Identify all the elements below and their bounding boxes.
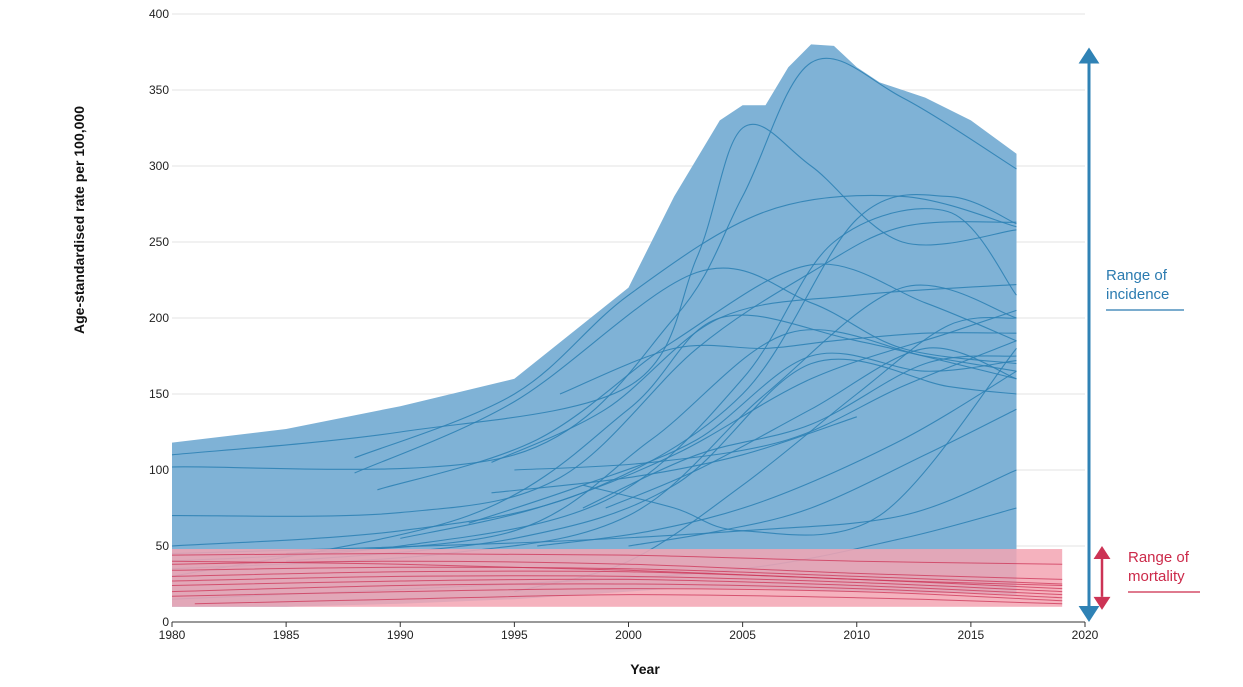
mortality-range-arrow bbox=[1093, 546, 1111, 610]
x-tick-2005: 2005 bbox=[729, 628, 756, 642]
y-axis-title: Age-standardised rate per 100,000 bbox=[71, 106, 87, 334]
x-tick-2010: 2010 bbox=[843, 628, 870, 642]
y-tick-100: 100 bbox=[149, 463, 169, 477]
incidence-series-15 bbox=[491, 284, 1017, 463]
incidence-series-26 bbox=[171, 469, 1017, 555]
x-tick-1995: 1995 bbox=[501, 628, 528, 642]
arrow-head-down bbox=[1078, 606, 1100, 622]
y-tick-400: 400 bbox=[149, 7, 169, 21]
incidence-series-2 bbox=[171, 57, 1017, 470]
incidence-series-6 bbox=[354, 194, 1017, 459]
incidence-series-20 bbox=[559, 332, 1017, 395]
incidence-series-4 bbox=[171, 194, 1017, 547]
x-tick-1980: 1980 bbox=[159, 628, 186, 642]
arrow-head-up bbox=[1078, 47, 1100, 64]
incidence-series-21 bbox=[582, 348, 1017, 536]
x-tick-1990: 1990 bbox=[387, 628, 414, 642]
incidence-series-10 bbox=[171, 314, 1017, 577]
mortality-series-1 bbox=[171, 553, 1063, 565]
mortality-range-label-line1: Range of bbox=[1128, 549, 1190, 566]
x-tick-labels: 1980 1985 1990 1995 2000 2005 2010 2015 2020 bbox=[159, 628, 1099, 642]
arrow-head-down bbox=[1093, 596, 1111, 610]
mortality-series-4 bbox=[171, 570, 1063, 590]
mortality-range-label-line2: mortality bbox=[1128, 568, 1185, 585]
x-tick-2000: 2000 bbox=[615, 628, 642, 642]
incidence-series-23 bbox=[605, 347, 1017, 509]
incidence-range-area bbox=[172, 44, 1017, 607]
y-tick-150: 150 bbox=[149, 387, 169, 401]
axes bbox=[171, 621, 1086, 627]
x-axis-title: Year bbox=[630, 661, 660, 677]
y-tick-0: 0 bbox=[162, 615, 169, 629]
y-tick-labels: 0 50 100 150 200 250 300 350 400 bbox=[149, 7, 169, 629]
mortality-series-5 bbox=[171, 575, 1063, 593]
mortality-series-3 bbox=[171, 566, 1063, 585]
incidence-series-16 bbox=[491, 416, 857, 494]
mortality-series-7 bbox=[171, 583, 1063, 599]
incidence-range-arrow bbox=[1078, 47, 1100, 622]
mortality-series-2 bbox=[171, 560, 1063, 580]
x-tick-2020: 2020 bbox=[1072, 628, 1099, 642]
range-annotations: Range of incidence Range of mortality bbox=[1078, 47, 1200, 622]
arrow-head-up bbox=[1093, 546, 1111, 559]
y-tick-50: 50 bbox=[156, 539, 170, 553]
x-tick-2015: 2015 bbox=[958, 628, 985, 642]
incidence-envelope bbox=[172, 44, 1017, 607]
mortality-series-9 bbox=[194, 594, 1063, 605]
incidence-series-lines bbox=[171, 57, 1017, 600]
incidence-series-12 bbox=[286, 358, 1017, 562]
y-tick-250: 250 bbox=[149, 235, 169, 249]
y-tick-200: 200 bbox=[149, 311, 169, 325]
incidence-series-19 bbox=[537, 370, 1017, 547]
incidence-series-3 bbox=[171, 221, 1017, 517]
mortality-series-10 bbox=[171, 560, 1063, 586]
y-tick-300: 300 bbox=[149, 159, 169, 173]
incidence-series-11 bbox=[286, 329, 1017, 555]
mortality-series-6 bbox=[171, 578, 1063, 596]
incidence-series-22 bbox=[582, 355, 1017, 509]
incidence-series-14 bbox=[468, 352, 1017, 524]
mortality-series-lines bbox=[171, 553, 1063, 605]
mortality-series-8 bbox=[171, 588, 1063, 602]
incidence-series-7 bbox=[354, 267, 1017, 474]
incidence-range-label-line1: Range of bbox=[1106, 267, 1168, 284]
y-tick-350: 350 bbox=[149, 83, 169, 97]
incidence-range-label-line2: incidence bbox=[1106, 286, 1169, 303]
incidence-series-8 bbox=[377, 263, 1017, 491]
incidence-series-24 bbox=[628, 408, 1017, 547]
incidence-series-18 bbox=[514, 340, 1017, 471]
x-tick-1985: 1985 bbox=[273, 628, 300, 642]
incidence-series-1 bbox=[171, 123, 1017, 456]
